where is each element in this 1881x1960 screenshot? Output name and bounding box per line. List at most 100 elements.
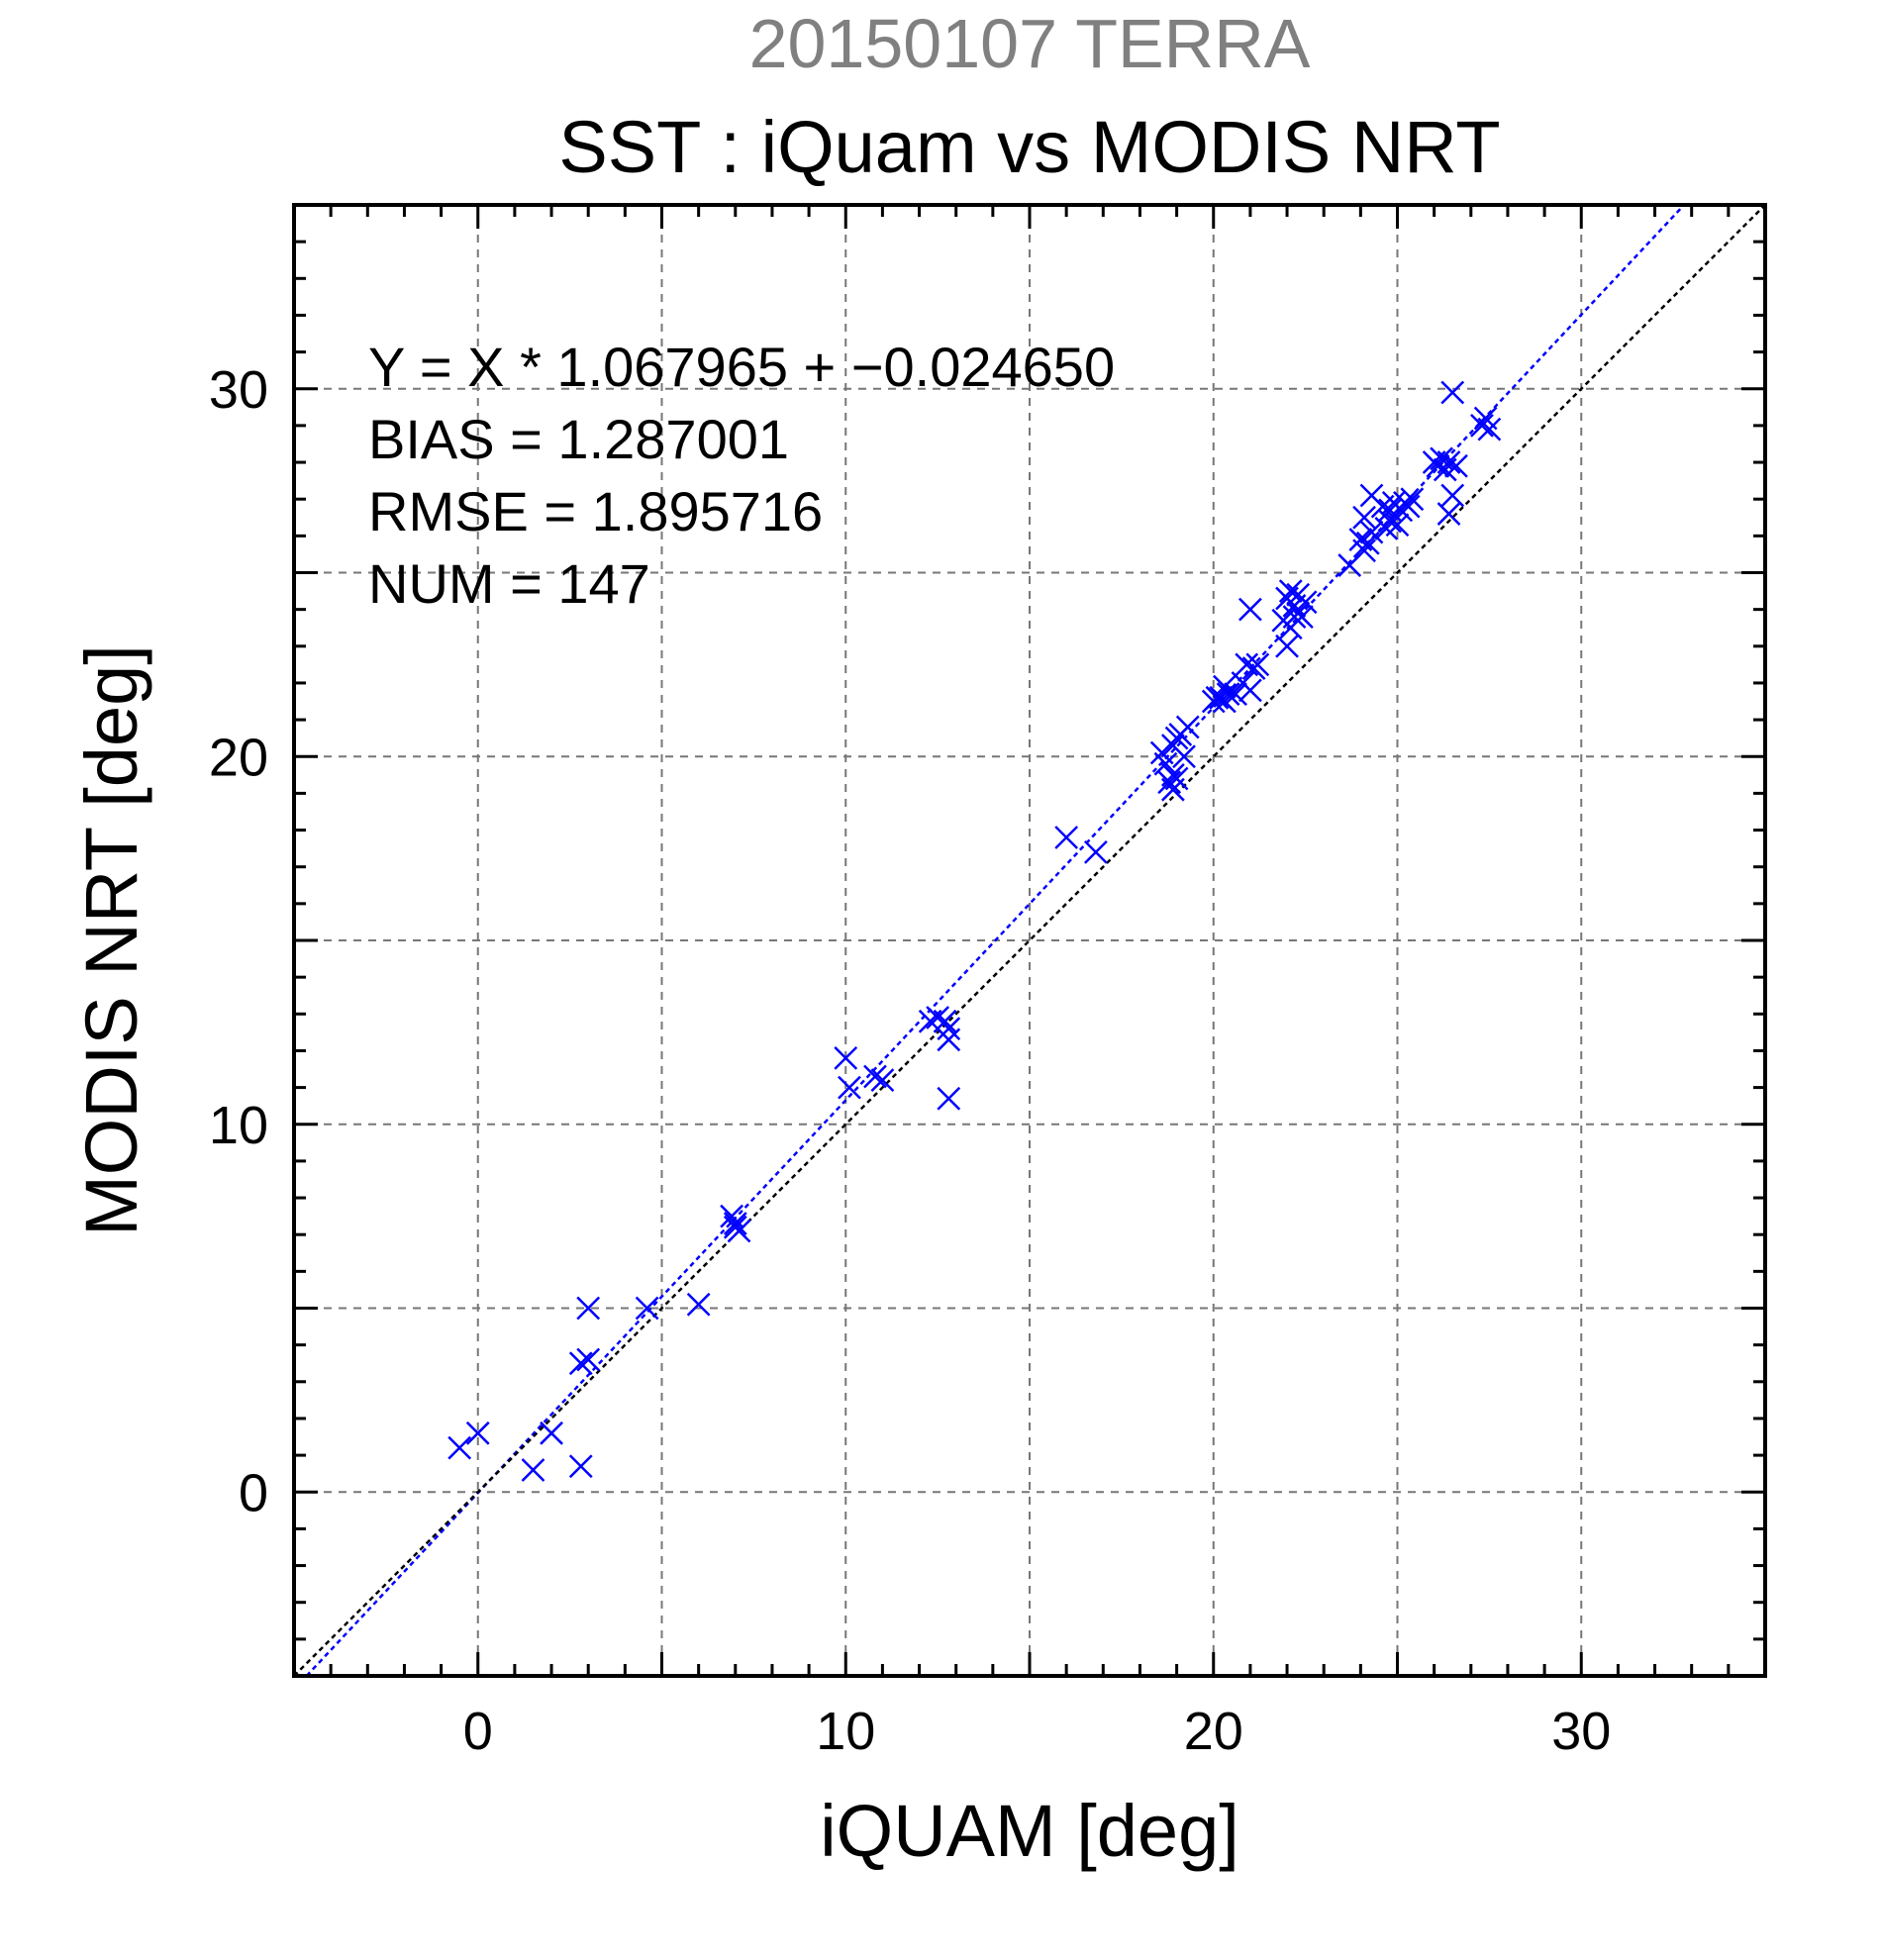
data-point-stroke <box>1278 579 1303 603</box>
data-point-stroke <box>1216 682 1240 706</box>
data-point-stroke <box>1470 414 1494 438</box>
x-axis-label: iQUAM [deg] <box>820 1790 1239 1872</box>
data-point-x-marker <box>568 1351 593 1376</box>
data-point-x-marker <box>521 1458 545 1482</box>
data-point-x-marker <box>1238 678 1262 703</box>
data-point-stroke <box>723 1212 747 1235</box>
data-point-stroke <box>937 1017 961 1041</box>
data-point-x-marker <box>723 1212 747 1235</box>
data-point-stroke <box>1164 766 1189 791</box>
data-point-x-marker <box>686 1292 711 1317</box>
data-point-x-marker <box>576 1347 601 1372</box>
data-point-x-marker <box>727 1219 751 1243</box>
data-point-stroke <box>933 1009 957 1033</box>
data-point-stroke <box>727 1219 751 1243</box>
data-point-stroke <box>1083 839 1108 864</box>
data-point-x-marker <box>1477 417 1502 441</box>
data-point-x-marker <box>937 1086 961 1111</box>
data-point-stroke <box>926 1006 950 1029</box>
x-tick-label: 10 <box>816 1702 875 1761</box>
data-point-x-marker <box>1440 380 1465 405</box>
data-point-x-marker <box>937 1028 961 1052</box>
tick-labels: 0 10 20 30 0 10 20 30 <box>209 360 1611 1761</box>
data-point-stroke <box>1238 678 1262 703</box>
data-point-stroke <box>1348 528 1373 551</box>
stats-annotation-line: Y = X * 1.067965 + −0.024650 <box>368 336 1115 398</box>
data-point-x-marker <box>1235 652 1259 677</box>
data-point-stroke <box>521 1458 545 1482</box>
data-point-stroke <box>720 1204 743 1228</box>
data-point-stroke <box>1385 513 1410 538</box>
data-point-stroke <box>1293 590 1318 615</box>
data-point-stroke <box>635 1296 659 1321</box>
data-point-x-marker <box>1290 605 1314 629</box>
data-point-x-marker <box>1470 414 1494 438</box>
stats-annotation-line: RMSE = 1.895716 <box>368 480 823 542</box>
data-point-x-marker <box>1436 502 1461 526</box>
data-point-stroke <box>1275 634 1299 658</box>
data-point-stroke <box>1290 605 1314 629</box>
data-point-x-marker <box>1400 487 1425 512</box>
data-point-stroke <box>1235 652 1259 677</box>
data-points <box>447 380 1502 1482</box>
data-point-x-marker <box>1352 539 1376 563</box>
data-point-stroke <box>1436 450 1461 474</box>
grid-lines <box>294 205 1765 1676</box>
data-point-stroke <box>838 1075 861 1100</box>
data-point-x-marker <box>1444 453 1468 478</box>
data-point-x-marker <box>540 1421 563 1445</box>
data-point-stroke <box>1238 597 1262 622</box>
data-point-stroke <box>1430 446 1453 471</box>
data-point-stroke <box>1444 453 1468 478</box>
stats-annotations: Y = X * 1.067965 + −0.024650 BIAS = 1.287… <box>368 336 1115 615</box>
data-point-stroke <box>1359 520 1384 544</box>
x-tick-label: 20 <box>1184 1702 1243 1761</box>
data-point-stroke <box>576 1347 601 1372</box>
data-point-stroke <box>540 1421 563 1445</box>
data-point-stroke <box>1436 502 1461 526</box>
data-point-stroke <box>937 1028 961 1052</box>
data-point-stroke <box>1396 494 1421 519</box>
data-point-stroke <box>465 1421 490 1445</box>
data-point-stroke <box>834 1045 858 1070</box>
stats-annotation-line: BIAS = 1.287001 <box>368 408 789 470</box>
data-point-x-marker <box>1224 682 1247 706</box>
y-tick-label: 0 <box>239 1463 268 1522</box>
data-point-x-marker <box>1213 689 1237 714</box>
data-point-stroke <box>1352 505 1376 530</box>
data-point-x-marker <box>635 1296 659 1321</box>
data-point-stroke <box>1359 483 1384 508</box>
data-point-x-marker <box>1238 597 1262 622</box>
data-point-stroke <box>1477 417 1502 441</box>
stats-annotation-line: NUM = 147 <box>368 552 650 615</box>
y-tick-label: 20 <box>209 728 268 787</box>
data-point-x-marker <box>568 1454 593 1479</box>
data-point-x-marker <box>870 1068 895 1093</box>
x-tick-label: 0 <box>463 1702 493 1761</box>
data-point-x-marker <box>1153 751 1178 776</box>
data-point-x-marker <box>1172 744 1196 769</box>
data-point-x-marker <box>834 1045 858 1070</box>
data-point-stroke <box>937 1086 961 1111</box>
data-point-stroke <box>863 1064 887 1089</box>
data-point-stroke <box>870 1068 895 1093</box>
data-point-x-marker <box>838 1075 861 1100</box>
data-point-x-marker <box>1157 770 1182 795</box>
data-point-stroke <box>568 1351 593 1376</box>
data-point-x-marker <box>465 1421 490 1445</box>
data-point-x-marker <box>576 1296 601 1321</box>
data-point-stroke <box>1224 682 1247 706</box>
data-point-x-marker <box>1436 450 1461 474</box>
reference-lines <box>293 204 1766 1677</box>
data-point-stroke <box>1175 715 1200 739</box>
data-point-x-marker <box>937 1017 961 1041</box>
data-point-stroke <box>1473 406 1498 431</box>
data-point-x-marker <box>1245 652 1270 677</box>
y-tick-label: 10 <box>209 1096 268 1155</box>
y-axis-label: MODIS NRT [deg] <box>70 644 152 1236</box>
data-point-stroke <box>686 1292 711 1317</box>
data-point-x-marker <box>1278 579 1303 603</box>
data-point-stroke <box>447 1435 472 1460</box>
y-tick-label: 30 <box>209 360 268 420</box>
